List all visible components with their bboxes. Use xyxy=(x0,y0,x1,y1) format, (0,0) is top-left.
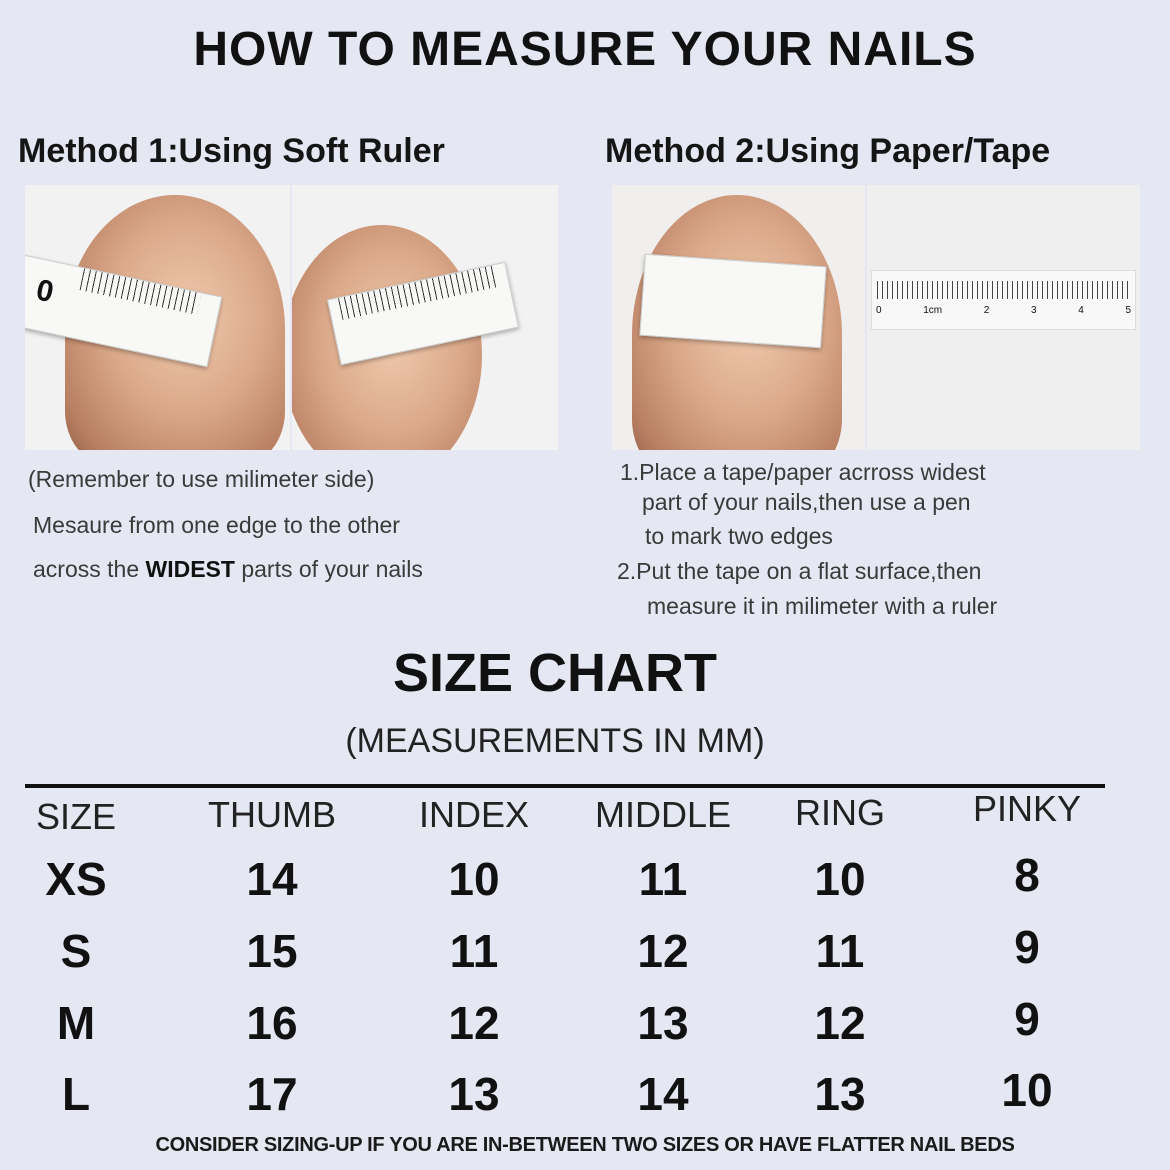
size-value: 10 xyxy=(1001,1064,1053,1116)
size-value: 10 xyxy=(814,853,866,905)
size-value: 14 xyxy=(246,853,298,905)
size-value: 12 xyxy=(814,997,866,1049)
size-chart-subtitle: (MEASUREMENTS IN MM) xyxy=(345,722,765,760)
soft-ruler-photo-2 xyxy=(292,185,558,450)
ruler-label: 5 xyxy=(1125,305,1131,316)
size-label: L xyxy=(61,1068,91,1120)
size-label: S xyxy=(60,925,92,977)
method2-step: 1.Place a tape/paper acrross widest xyxy=(620,459,986,485)
column-header: MIDDLE xyxy=(594,794,732,835)
page-title: HOW TO MEASURE YOUR NAILS xyxy=(193,23,977,76)
size-value: 8 xyxy=(1014,849,1040,901)
size-value: 12 xyxy=(448,997,500,1049)
ruler-label: 0 xyxy=(876,305,882,316)
method2-step: measure it in milimeter with a ruler xyxy=(647,593,998,619)
size-value: 13 xyxy=(814,1068,866,1120)
size-value: 10 xyxy=(448,853,500,905)
method1-heading: Method 1:Using Soft Ruler xyxy=(18,132,445,170)
column-header: PINKY xyxy=(972,788,1082,829)
ruler-label: 4 xyxy=(1078,305,1084,316)
ruler-photo: 0 1cm 2 3 4 5 xyxy=(867,185,1140,450)
footer-note: CONSIDER SIZING-UP IF YOU ARE IN-BETWEEN… xyxy=(155,1134,1015,1156)
size-value: 11 xyxy=(638,853,688,905)
size-value: 13 xyxy=(637,997,689,1049)
size-label: XS xyxy=(45,853,107,905)
ruler-label: 2 xyxy=(983,305,990,316)
text: parts of your nails xyxy=(234,556,423,582)
size-value: 11 xyxy=(449,925,499,977)
size-value: 15 xyxy=(246,925,298,977)
size-label: M xyxy=(56,997,96,1049)
column-header: RING xyxy=(795,792,885,833)
column-header: SIZE xyxy=(35,796,116,837)
size-value: 14 xyxy=(637,1068,689,1120)
size-value: 17 xyxy=(246,1068,298,1120)
size-value: 13 xyxy=(448,1068,500,1120)
size-value: 16 xyxy=(246,997,298,1049)
size-value: 9 xyxy=(1014,993,1040,1045)
soft-ruler-photo-1: 0 xyxy=(25,185,290,450)
paper-tape-photo xyxy=(612,185,865,450)
emphasis: WIDEST xyxy=(145,556,235,582)
column-header: INDEX xyxy=(418,794,530,835)
ruler-label: 3 xyxy=(1031,305,1037,316)
text: across the xyxy=(33,556,146,582)
method1-line1: Mesaure from one edge to the other xyxy=(33,512,400,538)
size-chart-title: SIZE CHART xyxy=(393,643,717,703)
divider xyxy=(25,784,1105,788)
size-value: 11 xyxy=(815,925,865,977)
method1-note: (Remember to use milimeter side) xyxy=(28,466,375,492)
method2-heading: Method 2:Using Paper/Tape xyxy=(605,132,1051,170)
method2-step: 2.Put the tape on a flat surface,then xyxy=(617,558,982,584)
size-value: 9 xyxy=(1014,921,1040,973)
method1-line2: across the WIDEST parts of your nails xyxy=(33,556,573,583)
column-header: THUMB xyxy=(208,794,336,835)
ruler-label: 1cm xyxy=(923,305,943,316)
method2-step: part of your nails,then use a pen xyxy=(642,489,971,515)
size-value: 12 xyxy=(637,925,689,977)
method2-step: to mark two edges xyxy=(645,523,833,549)
